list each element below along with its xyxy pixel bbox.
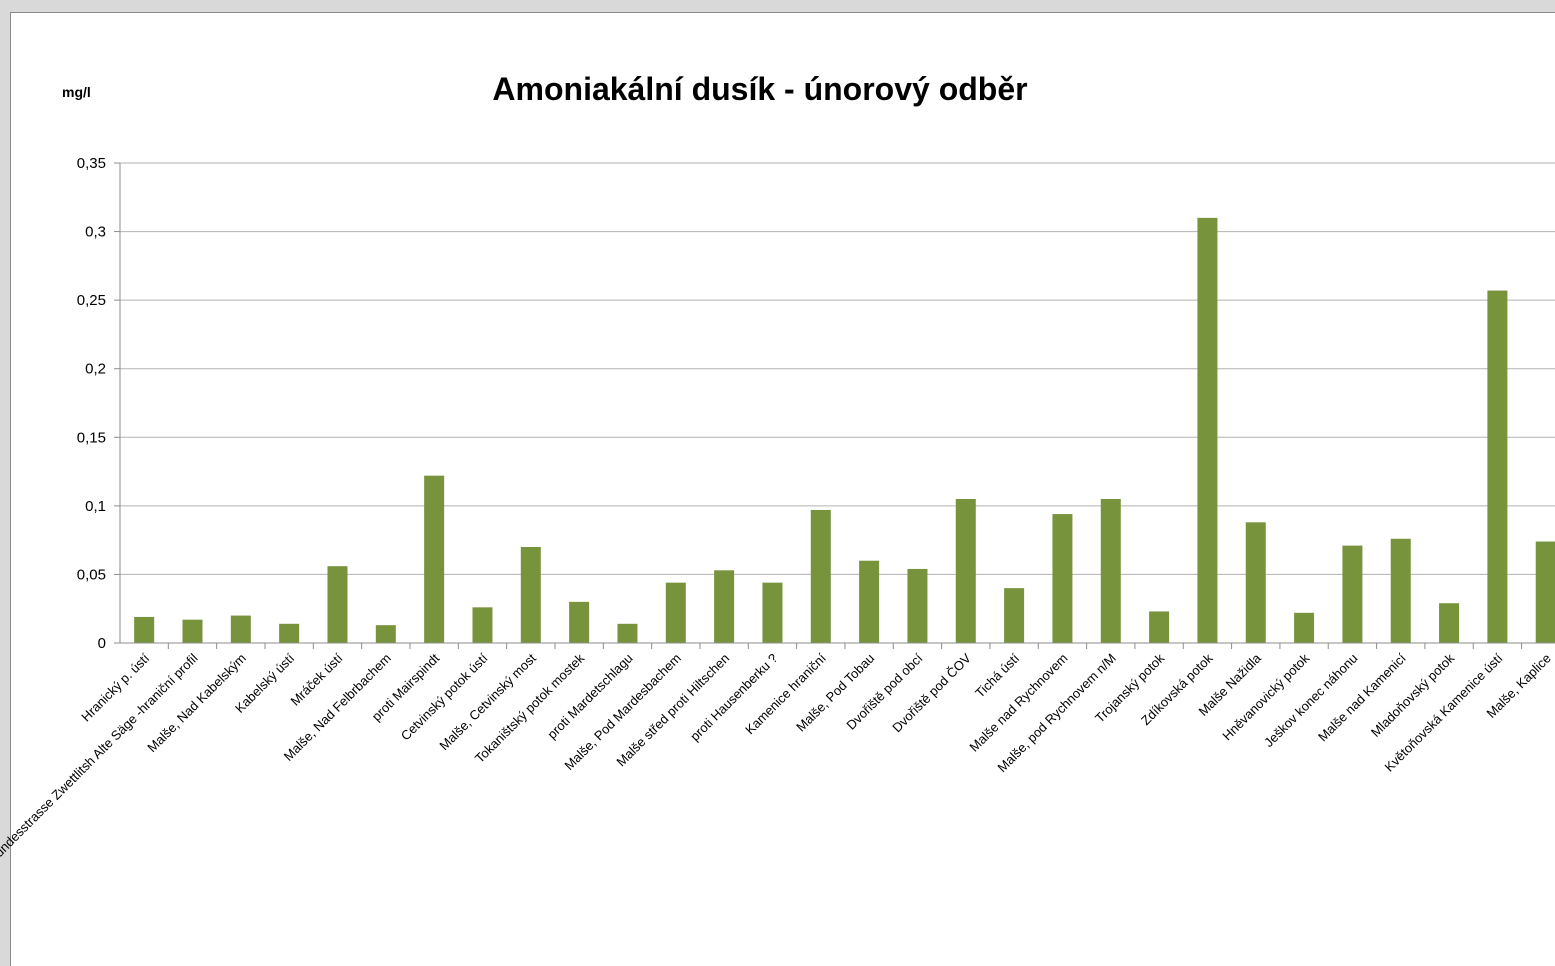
x-tick-label: Hněvanovický potok <box>1219 650 1312 743</box>
bar <box>520 547 541 643</box>
x-tick-label: Cetvinský potok ústí <box>398 650 491 743</box>
gridlines <box>120 162 1555 575</box>
bar <box>955 499 976 643</box>
chart-frame <box>10 12 1555 966</box>
x-tick-label: Malše, Cetvinský most <box>436 650 539 753</box>
x-axis: Hranický p. ústíLeopoldschlag Bundesstra… <box>0 642 1555 928</box>
bar <box>569 601 590 643</box>
bar <box>1245 522 1266 643</box>
bar <box>762 582 783 643</box>
y-axis-unit-label: mg/l <box>62 84 91 100</box>
y-tick-label: 0,05 <box>77 566 106 583</box>
x-tick-label: Tichá ústí <box>972 650 1022 700</box>
bar <box>1390 538 1411 643</box>
bar <box>472 607 493 643</box>
bar <box>134 616 155 643</box>
y-tick-label: 0,25 <box>77 292 106 309</box>
bar <box>810 509 831 643</box>
bar <box>1197 217 1218 643</box>
x-tick-label: proti Hausenberku ? <box>687 651 780 744</box>
bar <box>1342 545 1363 643</box>
bar <box>665 582 686 643</box>
bar <box>617 623 638 643</box>
bar <box>1294 612 1315 643</box>
x-tick-label: Malše nad Kamenicí <box>1315 650 1409 744</box>
bar <box>1100 499 1121 643</box>
bar <box>1439 603 1460 643</box>
bar <box>424 475 445 643</box>
bar <box>1535 541 1555 643</box>
y-tick-label: 0,15 <box>77 429 106 446</box>
x-tick-label: Kamenice hraniční <box>742 650 829 737</box>
x-tick-label: proti Mardetschlagu <box>544 651 635 742</box>
bar <box>327 566 348 643</box>
y-tick-label: 0,35 <box>77 155 106 172</box>
y-tick-label: 0,3 <box>85 224 106 241</box>
y-tick-label: 0,1 <box>85 498 106 515</box>
bar <box>907 568 928 643</box>
bar <box>182 619 203 643</box>
y-axis: 0 0,05 0,1 0,15 0,2 0,25 0,3 0,35 <box>77 155 121 652</box>
bar <box>375 625 396 643</box>
bar <box>279 623 300 643</box>
bar <box>230 615 251 643</box>
chart-title: Amoniakální dusík - únorový odběr <box>492 71 1027 107</box>
x-tick-label: Ješkov konec náhonu <box>1261 651 1361 751</box>
bar <box>859 560 880 643</box>
bar <box>1149 611 1170 643</box>
y-tick-label: 0,2 <box>85 361 106 378</box>
bar <box>1004 588 1025 643</box>
bars <box>134 217 1555 643</box>
x-tick-label: Mladoňovský potok <box>1368 650 1458 740</box>
bar <box>714 570 735 643</box>
bar <box>1487 290 1508 643</box>
y-tick-label: 0 <box>98 635 106 652</box>
bar <box>1052 514 1073 643</box>
